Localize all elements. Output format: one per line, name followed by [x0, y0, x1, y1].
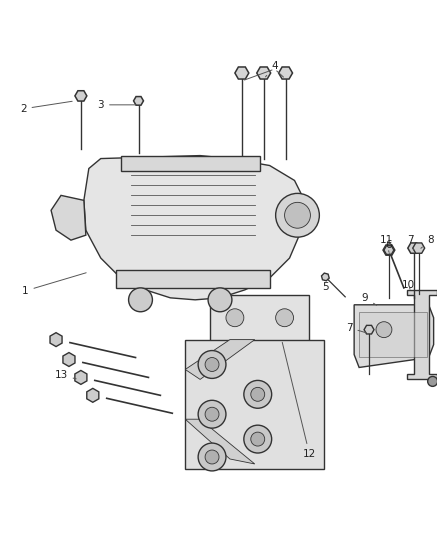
Text: 5: 5	[322, 278, 329, 292]
Text: 6: 6	[385, 240, 392, 254]
Circle shape	[208, 288, 232, 312]
Polygon shape	[364, 325, 374, 334]
Text: 9: 9	[362, 293, 377, 305]
Circle shape	[198, 443, 226, 471]
Polygon shape	[84, 156, 304, 300]
Text: 7: 7	[346, 322, 366, 333]
Circle shape	[427, 376, 438, 386]
Circle shape	[244, 381, 272, 408]
Polygon shape	[408, 243, 420, 253]
Polygon shape	[235, 67, 249, 79]
Text: 8: 8	[421, 235, 434, 248]
Polygon shape	[407, 290, 437, 379]
Polygon shape	[51, 196, 86, 240]
Polygon shape	[413, 243, 425, 253]
Polygon shape	[63, 352, 75, 367]
Text: 2: 2	[20, 101, 72, 114]
Polygon shape	[279, 67, 293, 79]
Circle shape	[226, 309, 244, 327]
Text: 1: 1	[22, 273, 86, 296]
Circle shape	[285, 203, 311, 228]
Bar	[120, 156, 260, 171]
Polygon shape	[384, 246, 394, 254]
Polygon shape	[50, 333, 62, 346]
Polygon shape	[185, 340, 255, 379]
Bar	[359, 312, 427, 357]
Circle shape	[251, 432, 265, 446]
Circle shape	[244, 425, 272, 453]
Circle shape	[198, 400, 226, 428]
Text: 13: 13	[54, 370, 76, 381]
Polygon shape	[354, 305, 434, 367]
Text: 12: 12	[282, 342, 316, 459]
Polygon shape	[257, 67, 271, 79]
Bar	[116, 270, 270, 288]
Text: 3: 3	[97, 100, 136, 110]
Polygon shape	[134, 96, 144, 105]
Bar	[185, 340, 324, 469]
Circle shape	[205, 358, 219, 372]
Polygon shape	[87, 389, 99, 402]
Polygon shape	[75, 370, 87, 384]
Circle shape	[205, 450, 219, 464]
Circle shape	[276, 193, 319, 237]
Polygon shape	[383, 245, 395, 255]
Text: 7: 7	[407, 235, 414, 250]
Circle shape	[276, 309, 293, 327]
Text: 11: 11	[380, 235, 394, 252]
Circle shape	[198, 351, 226, 378]
Polygon shape	[185, 419, 255, 464]
Circle shape	[205, 407, 219, 421]
Bar	[210, 295, 309, 350]
Circle shape	[376, 322, 392, 337]
Circle shape	[251, 387, 265, 401]
Polygon shape	[321, 273, 329, 281]
Polygon shape	[75, 91, 87, 101]
Text: 4: 4	[265, 61, 278, 77]
Text: 10: 10	[402, 280, 415, 290]
Circle shape	[129, 288, 152, 312]
